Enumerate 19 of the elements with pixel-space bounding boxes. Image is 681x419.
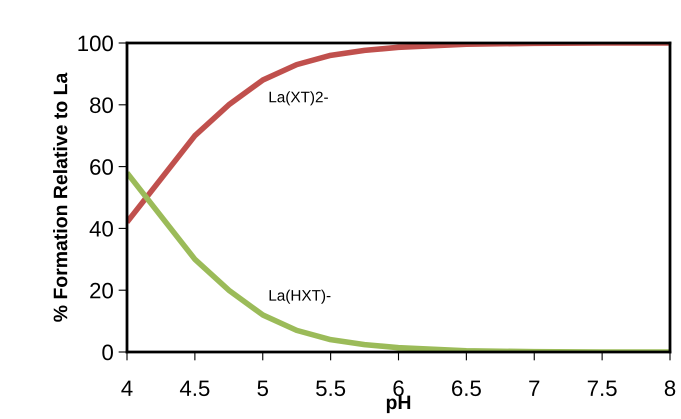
y-tick-label: 100 <box>78 36 113 52</box>
x-tick-label: 5.5 <box>316 380 346 396</box>
series-label: La(XT)2- <box>270 91 328 106</box>
x-tick-label: 4 <box>121 380 133 396</box>
y-tick-label: 0 <box>102 344 113 360</box>
y-tick-label: 20 <box>90 282 113 298</box>
y-tick-label: 60 <box>90 159 113 175</box>
x-tick-label: 4.5 <box>180 380 210 396</box>
x-tick-label: 7.5 <box>588 380 617 396</box>
y-axis-title: % Formation Relative to La <box>53 72 68 322</box>
x-tick-label: 7 <box>529 380 540 396</box>
series-label: La(HXT)- <box>270 290 330 304</box>
x-axis-title: pH <box>386 396 410 414</box>
x-tick-label: 6 <box>393 380 404 396</box>
y-tick-label: 80 <box>90 97 113 114</box>
x-tick-label: 5 <box>257 380 268 396</box>
x-tick-label: 6.5 <box>452 380 481 396</box>
y-tick-label: 40 <box>90 220 113 237</box>
x-tick-label: 8 <box>664 380 676 396</box>
